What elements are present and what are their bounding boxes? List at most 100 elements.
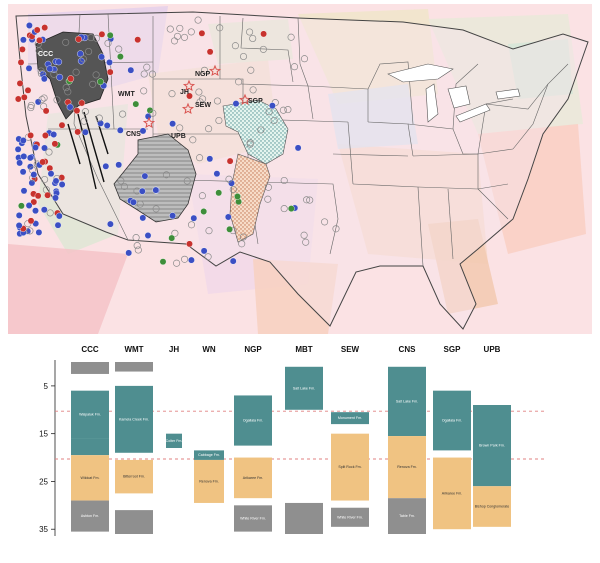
site-marker [106, 68, 114, 76]
us-outline [15, 11, 589, 330]
site-marker [15, 211, 23, 219]
unit-bar [433, 390, 471, 451]
site-marker [46, 164, 54, 172]
site-marker [82, 128, 89, 136]
site-marker [66, 103, 74, 111]
unit-bar [331, 433, 369, 501]
y-tick-label: 5 [44, 382, 49, 391]
site-marker [173, 259, 181, 267]
site-marker [200, 208, 208, 215]
site-marker [41, 175, 49, 184]
site-marker [95, 114, 103, 122]
site-marker [46, 209, 54, 217]
site-marker [300, 55, 309, 63]
site-marker [42, 107, 50, 115]
site-marker [115, 161, 123, 169]
geology-patches [8, 6, 586, 334]
site-marker [136, 200, 144, 208]
site-marker [259, 45, 267, 53]
site-marker [264, 195, 272, 203]
site-marker [35, 47, 43, 55]
unit-bar [285, 502, 323, 534]
unit-label: Bitterroot Fm. [123, 475, 145, 479]
site-marker [139, 214, 147, 222]
map-label-sgp: SGP [248, 98, 263, 105]
unit-bar [433, 457, 471, 530]
site-marker [51, 140, 59, 148]
site-marker [27, 131, 34, 139]
site-marker [287, 205, 295, 213]
site-marker [120, 182, 128, 191]
geology-patch [208, 19, 293, 64]
unit-bar [473, 405, 511, 487]
site-marker [166, 25, 174, 33]
site-marker [25, 22, 33, 29]
state-boundary [512, 63, 569, 150]
locality-star-icon [238, 93, 252, 106]
site-marker [107, 220, 114, 228]
site-marker [62, 84, 70, 92]
site-marker [226, 225, 234, 233]
site-marker [270, 116, 278, 125]
site-marker [186, 240, 193, 248]
site-marker [134, 246, 142, 254]
state-boundary [417, 186, 424, 267]
site-marker [16, 80, 24, 87]
site-marker [246, 28, 254, 36]
site-marker [79, 55, 87, 63]
site-marker [30, 171, 38, 179]
fault-line [77, 113, 97, 190]
locality-star-icon [208, 64, 222, 77]
site-marker [239, 233, 247, 241]
site-marker [287, 33, 295, 41]
site-marker [97, 119, 105, 127]
unit-bar [331, 507, 369, 527]
site-marker [300, 231, 308, 239]
state-boundary [257, 181, 339, 255]
site-marker [32, 207, 39, 215]
unit-label: Ogallala Fm. [442, 419, 462, 423]
site-marker [54, 221, 62, 229]
site-marker [216, 24, 224, 32]
volcanic-plateau [35, 31, 109, 120]
unit-bar [71, 438, 109, 456]
site-marker [187, 221, 196, 229]
site-marker [36, 36, 43, 44]
site-marker [176, 24, 184, 32]
unit-bar [194, 450, 224, 460]
site-marker [41, 24, 49, 31]
y-tick-label: 25 [39, 477, 48, 486]
map-label-wmt: WMT [118, 91, 135, 98]
map-label-sew: SEW [195, 102, 211, 109]
lake-huron [447, 85, 471, 109]
site-marker [77, 57, 85, 65]
site-marker [187, 256, 195, 264]
unit-label: Salt Lake Fm. [293, 386, 315, 390]
unit-bar [388, 436, 426, 499]
stratigraphic-chart: CCC WMT JH WN NGP MBT SEW CNS SGP UPB 5 15 25 35 Wal… [39, 345, 544, 536]
site-marker [206, 48, 214, 56]
site-marker [34, 192, 42, 200]
site-marker [200, 66, 209, 74]
column-header-ccc: CCC [81, 345, 99, 354]
site-marker [47, 170, 55, 178]
unit-bar [388, 498, 426, 534]
site-marker [19, 168, 27, 176]
site-marker [198, 192, 206, 200]
state-boundary [452, 63, 479, 130]
unit-bar [234, 395, 272, 446]
site-marker [249, 34, 257, 43]
site-marker [75, 35, 83, 43]
site-marker [140, 70, 148, 78]
site-marker [80, 117, 88, 125]
site-marker [14, 145, 22, 153]
site-marker [92, 71, 100, 79]
site-marker [138, 187, 146, 195]
arikaree-orange-stipple [229, 153, 271, 243]
site-marker [81, 108, 89, 116]
site-marker [189, 136, 197, 144]
site-marker [225, 175, 233, 183]
unit-bar [331, 412, 369, 425]
site-marker [40, 94, 48, 102]
